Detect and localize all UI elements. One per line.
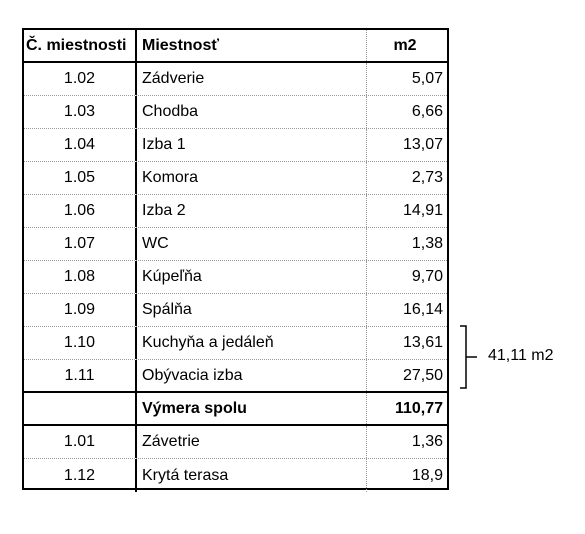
cell: 5,07 <box>411 70 443 87</box>
room-table: Č. miestnosti Miestnosť m2 1.02 Zádverie 5,07… <box>22 28 449 492</box>
table-row: 1.05 Komora 2,73 <box>24 162 447 195</box>
table-row: 1.06 Izba 2 14,91 <box>24 195 447 228</box>
table-row: 1.04 Izba 1 13,07 <box>24 129 447 162</box>
cell: 14,91 <box>402 202 443 219</box>
cell: 1.12 <box>24 459 137 492</box>
cell: 1.06 <box>24 195 137 227</box>
cell: 1.01 <box>24 426 137 458</box>
header-row: Č. miestnosti Miestnosť m2 <box>24 30 447 63</box>
cell: 2,73 <box>411 169 443 186</box>
cell: Komora <box>137 162 367 194</box>
cell: 16,14 <box>402 301 443 318</box>
cell: 110,77 <box>394 399 443 417</box>
cell: WC <box>137 228 367 260</box>
cell: Miestnosť <box>137 30 367 61</box>
cell: Kuchyňa a jedáleň <box>137 327 367 359</box>
cell <box>24 393 137 424</box>
table-row: 1.02 Zádverie 5,07 <box>24 63 447 96</box>
cell: 13,61 <box>402 334 443 351</box>
cell: 18,9 <box>411 466 443 484</box>
cell: Obývacia izba <box>137 360 367 391</box>
cell: 9,70 <box>411 268 443 285</box>
cell: 1.02 <box>24 63 137 95</box>
cell: 1,38 <box>411 235 443 252</box>
cell: Izba 2 <box>137 195 367 227</box>
cell: Spálňa <box>137 294 367 326</box>
cell: Zádverie <box>137 63 367 95</box>
cell: Kúpeľňa <box>137 261 367 293</box>
cell: 1.05 <box>24 162 137 194</box>
cell: 1,36 <box>411 433 443 450</box>
table-row: 1.11 Obývacia izba 27,50 <box>24 360 447 393</box>
cell: 1.11 <box>24 360 137 391</box>
table-row: 1.09 Spálňa 16,14 <box>24 294 447 327</box>
cell: Závetrie <box>137 426 367 458</box>
cell: 1.08 <box>24 261 137 293</box>
cell: 1.10 <box>24 327 137 359</box>
cell: 13,07 <box>402 136 443 153</box>
cell: m2 <box>393 36 417 54</box>
cell: Izba 1 <box>137 129 367 161</box>
cell: 1.07 <box>24 228 137 260</box>
cell: 1.03 <box>24 96 137 128</box>
table-row: 1.10 Kuchyňa a jedáleň 13,61 <box>24 327 447 360</box>
table-row: 1.07 WC 1,38 <box>24 228 447 261</box>
table-row: 1.03 Chodba 6,66 <box>24 96 447 129</box>
cell: Č. miestnosti <box>24 30 137 61</box>
bracket <box>460 325 477 389</box>
cell: 27,50 <box>402 366 443 384</box>
cell: Chodba <box>137 96 367 128</box>
table-row: 1.08 Kúpeľňa 9,70 <box>24 261 447 294</box>
cell: 1.09 <box>24 294 137 326</box>
cell: Krytá terasa <box>137 459 367 492</box>
cell: 1.04 <box>24 129 137 161</box>
cell: 6,66 <box>411 103 443 120</box>
cell: Výmera spolu <box>137 393 367 424</box>
annotation: 41,11 m2 <box>488 347 554 364</box>
table-row: 1.12 Krytá terasa 18,9 <box>24 459 447 492</box>
bracket-line <box>460 325 477 389</box>
total-row: Výmera spolu 110,77 <box>24 393 447 426</box>
table-row: 1.01 Závetrie 1,36 <box>24 426 447 459</box>
